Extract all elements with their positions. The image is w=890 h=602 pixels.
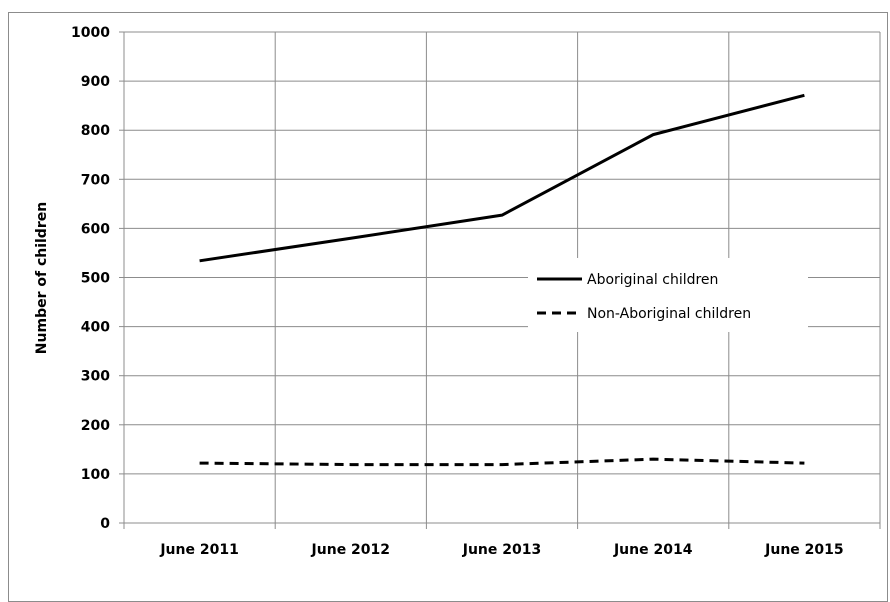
- x-tick-label: June 2012: [311, 542, 390, 558]
- x-tick-label: June 2014: [613, 542, 693, 558]
- y-tick-label: 1000: [71, 25, 110, 41]
- legend-background: [528, 258, 808, 332]
- y-tick-labels: 0 100 200 300 400 500 600 700 800 900 1000: [71, 25, 110, 532]
- y-tick-label: 600: [81, 221, 110, 237]
- legend-label-non-aboriginal: Non-Aboriginal children: [587, 306, 751, 322]
- y-tick-label: 300: [81, 369, 110, 385]
- x-tick-labels: June 2011 June 2012 June 2013 June 2014 June…: [159, 542, 843, 558]
- y-tick-label: 400: [81, 320, 110, 336]
- y-tick-label: 100: [81, 467, 110, 483]
- y-tick-label: 200: [81, 418, 110, 434]
- y-tick-label: 700: [81, 172, 110, 188]
- y-tick-label: 500: [81, 271, 110, 287]
- y-tick-label: 800: [81, 123, 110, 139]
- legend: Aboriginal children Non-Aboriginal child…: [528, 258, 808, 332]
- y-axis-title: Number of children: [34, 202, 50, 354]
- x-tick-label: June 2015: [764, 542, 843, 558]
- series-line-non-aboriginal: [199, 457, 805, 467]
- series-line-aboriginal: [199, 93, 805, 263]
- axes: [119, 31, 881, 529]
- series-lines: [199, 93, 805, 467]
- x-tick-label: June 2011: [159, 542, 238, 558]
- x-tick-label: June 2013: [462, 542, 541, 558]
- y-tick-label: 900: [81, 74, 110, 90]
- y-tick-label: 0: [100, 516, 110, 532]
- legend-label-aboriginal: Aboriginal children: [587, 272, 718, 288]
